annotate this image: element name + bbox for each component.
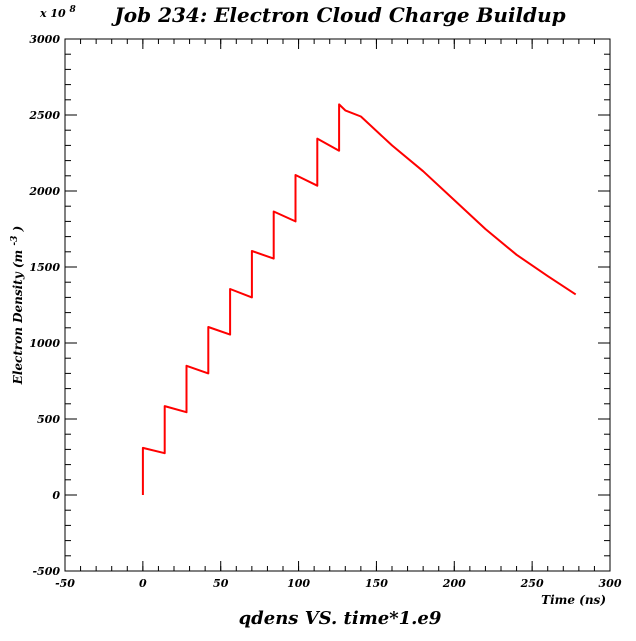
chart-title: Job 234: Electron Cloud Charge Buildup (110, 3, 565, 27)
y-axis-label-end: ) (11, 226, 25, 233)
y-tick-label: 2000 (28, 185, 60, 198)
y-tick-label: 3000 (29, 33, 60, 46)
multiplier-exponent: 8 (70, 5, 77, 15)
x-tick-label: 50 (213, 577, 229, 590)
y-tick-label: 500 (37, 413, 60, 426)
y-axis-label-main: Electron Density (m (11, 250, 25, 386)
axis-multiplier: x 10 8 (39, 5, 77, 20)
multiplier-base: x 10 (39, 7, 66, 20)
x-axis-ticks: -50 0 50 100 150 200 250 300 (55, 39, 622, 590)
y-axis-label: Electron Density (m -3 ) (6, 226, 25, 386)
x-tick-label: -50 (55, 577, 75, 590)
y-tick-label: 1000 (29, 337, 60, 350)
y-tick-label: 2500 (28, 109, 60, 122)
x-tick-label: 0 (139, 577, 147, 590)
x-tick-label: 100 (287, 577, 310, 590)
series-line (141, 103, 577, 495)
y-axis-ticks: -500 0 500 1000 1500 2000 2500 3000 (28, 33, 610, 578)
y-axis-label-sup: -3 (10, 236, 20, 246)
plot-frame (64, 38, 611, 572)
x-axis-label: Time (ns) (541, 593, 606, 607)
x-tick-label: 150 (365, 577, 388, 590)
x-tick-label: 300 (599, 577, 622, 590)
y-tick-label: 0 (52, 489, 60, 502)
x-tick-label: 200 (442, 577, 466, 590)
chart-subtitle: qdens VS. time*1.e9 (239, 608, 442, 629)
y-tick-label: -500 (32, 565, 60, 578)
y-tick-label: 1500 (29, 261, 60, 274)
x-tick-label: 250 (520, 577, 544, 590)
